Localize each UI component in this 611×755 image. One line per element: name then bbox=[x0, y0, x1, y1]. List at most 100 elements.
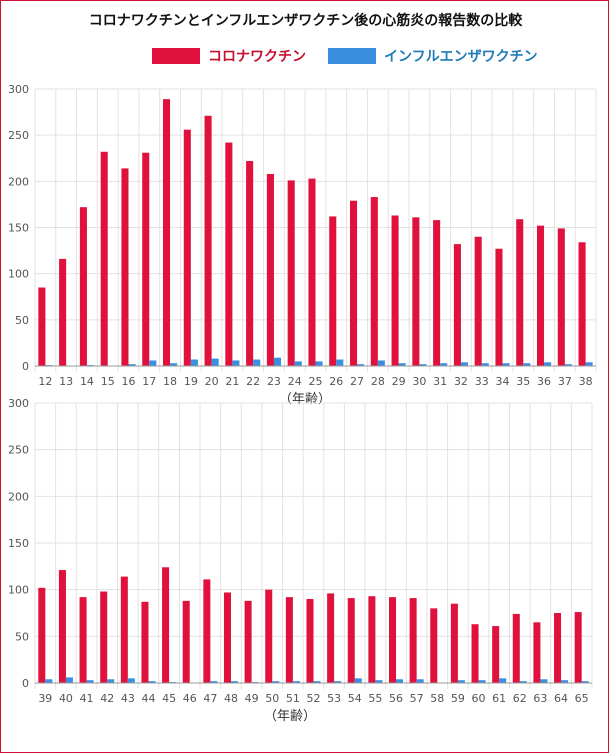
x-tick-label: 49 bbox=[245, 692, 259, 705]
bar-covid bbox=[142, 152, 150, 366]
x-tick-label: 16 bbox=[122, 375, 136, 388]
bar-flu bbox=[273, 357, 282, 366]
x-tick-label: 29 bbox=[392, 375, 406, 388]
x-tick-label: 60 bbox=[472, 692, 486, 705]
x-tick-label: 33 bbox=[475, 375, 489, 388]
bar-covid bbox=[285, 597, 293, 683]
x-tick-label: 31 bbox=[433, 375, 447, 388]
bar-flu bbox=[581, 681, 589, 683]
x-tick-label: 27 bbox=[350, 375, 364, 388]
bar-covid bbox=[474, 236, 482, 366]
bar-flu bbox=[457, 680, 465, 683]
x-tick-label: 57 bbox=[410, 692, 424, 705]
bar-covid bbox=[578, 242, 586, 366]
bar-flu bbox=[585, 362, 593, 366]
chart-title: コロナワクチンとインフルエンザワクチン後の心筋炎の報告数の比較 bbox=[88, 13, 523, 29]
bar-flu bbox=[523, 363, 531, 366]
x-tick-label: 24 bbox=[288, 375, 302, 388]
bar-flu bbox=[45, 679, 53, 683]
bar-covid bbox=[223, 592, 231, 683]
bar-flu bbox=[127, 678, 135, 683]
bar-covid bbox=[347, 598, 355, 683]
bar-flu bbox=[292, 681, 300, 683]
bar-covid bbox=[246, 161, 254, 366]
bar-chart-top: 0 50 100 150 200 250 300 12 13 14 15 16 17 18 19 20 21 22… bbox=[8, 83, 597, 405]
x-tick-label: 59 bbox=[451, 692, 465, 705]
x-tick-label: 37 bbox=[558, 375, 572, 388]
y-tick-label: 250 bbox=[8, 444, 29, 457]
bar-covid bbox=[225, 142, 233, 366]
bar-covid bbox=[79, 597, 87, 683]
bar-covid bbox=[100, 151, 108, 366]
bar-covid bbox=[370, 197, 378, 366]
x-tick-label: 26 bbox=[329, 375, 343, 388]
bar-flu bbox=[315, 361, 323, 366]
y-tick-label: 150 bbox=[8, 537, 29, 550]
bar-covid bbox=[120, 576, 128, 683]
bar-covid bbox=[306, 599, 314, 683]
y-tick-label: 300 bbox=[8, 83, 29, 96]
legend-item-covid: コロナワクチン bbox=[152, 46, 306, 66]
y-tick-label: 50 bbox=[15, 630, 29, 643]
bar-covid bbox=[368, 596, 376, 683]
bar-covid bbox=[121, 168, 129, 366]
bar-covid bbox=[391, 215, 399, 366]
x-tick-label: 38 bbox=[579, 375, 593, 388]
bar-flu bbox=[232, 360, 240, 366]
bar-covid bbox=[554, 613, 562, 683]
x-tick-label: 54 bbox=[348, 692, 362, 705]
y-tick-label: 0 bbox=[22, 360, 29, 373]
bar-flu bbox=[561, 680, 569, 683]
bar-covid bbox=[79, 207, 87, 366]
bar-flu bbox=[440, 363, 448, 366]
bar-flu bbox=[564, 364, 572, 366]
y-tick-label: 50 bbox=[15, 314, 29, 327]
legend-label-flu: インフルエンザワクチン bbox=[384, 49, 538, 65]
bar-covid bbox=[430, 608, 438, 683]
x-tick-label: 64 bbox=[554, 692, 568, 705]
bar-covid bbox=[327, 593, 335, 683]
bar-flu bbox=[107, 679, 115, 683]
x-tick-label: 35 bbox=[516, 375, 530, 388]
bar-covid bbox=[450, 603, 458, 683]
bar-flu bbox=[357, 364, 365, 366]
bar-flu bbox=[377, 360, 385, 366]
bar-covid bbox=[409, 598, 417, 683]
bar-flu bbox=[375, 680, 383, 683]
x-tick-label: 63 bbox=[533, 692, 547, 705]
y-tick-label: 0 bbox=[22, 677, 29, 690]
bar-covid bbox=[389, 597, 397, 683]
x-tick-label: 15 bbox=[101, 375, 115, 388]
x-tick-label: 47 bbox=[203, 692, 217, 705]
x-tick-label: 56 bbox=[389, 692, 403, 705]
x-axis-label: （年齢） bbox=[264, 709, 316, 724]
bar-covid bbox=[536, 225, 545, 366]
bar-chart-bottom: 0 50 100 150 200 250 300 39 40 41 42 43 44 45 46 47 48 49… bbox=[8, 397, 593, 724]
bar-covid bbox=[492, 626, 500, 683]
x-tick-label: 50 bbox=[265, 692, 279, 705]
bar-flu bbox=[170, 363, 178, 366]
x-tick-label: 21 bbox=[225, 375, 239, 388]
x-tick-label: 17 bbox=[142, 375, 156, 388]
x-tick-label: 12 bbox=[38, 375, 52, 388]
x-tick-label: 55 bbox=[368, 692, 382, 705]
x-tick-label: 18 bbox=[163, 375, 177, 388]
bar-flu bbox=[253, 359, 261, 366]
bar-covid bbox=[287, 180, 295, 366]
bar-covid bbox=[204, 115, 212, 366]
bar-flu bbox=[211, 358, 219, 366]
bar-flu bbox=[230, 681, 238, 683]
bar-covid bbox=[244, 600, 252, 683]
bar-covid bbox=[512, 613, 520, 683]
bar-covid bbox=[516, 219, 524, 366]
bar-flu bbox=[210, 681, 218, 683]
bar-covid bbox=[162, 99, 171, 366]
bar-covid bbox=[433, 220, 441, 366]
bar-flu bbox=[499, 678, 507, 683]
x-tick-label: 42 bbox=[100, 692, 114, 705]
bar-flu bbox=[519, 681, 527, 683]
x-tick-label: 14 bbox=[80, 375, 94, 388]
bar-flu bbox=[65, 677, 73, 683]
bar-flu bbox=[419, 364, 427, 366]
